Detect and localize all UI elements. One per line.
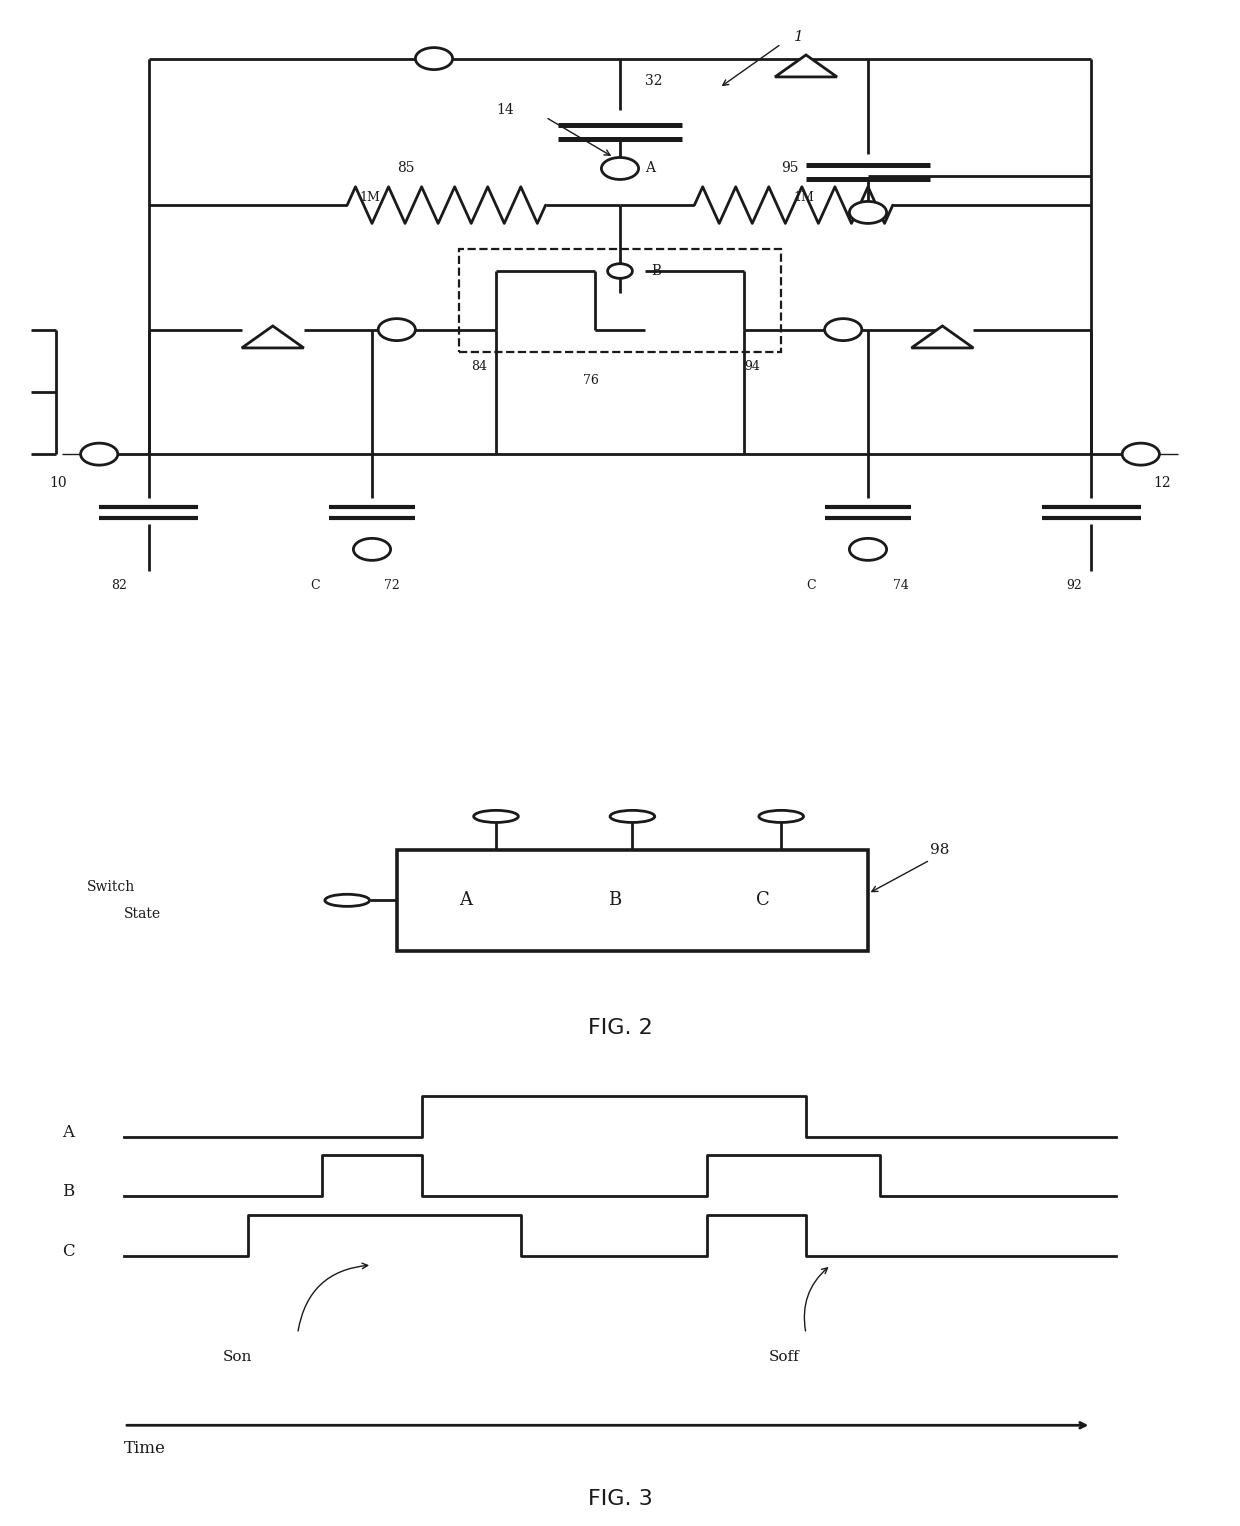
Text: FIG. 3: FIG. 3 [588,1488,652,1509]
Circle shape [601,157,639,180]
Text: 10: 10 [50,476,67,490]
Circle shape [81,443,118,465]
Text: FIG. 2: FIG. 2 [588,1018,652,1038]
Circle shape [378,319,415,340]
Circle shape [474,810,518,823]
Text: 84: 84 [471,360,487,372]
Bar [459,249,781,351]
Text: 82: 82 [112,580,128,592]
Text: 95: 95 [781,162,799,175]
Text: State: State [124,906,161,920]
Circle shape [759,810,804,823]
Text: B: B [62,1183,74,1201]
Text: C: C [756,891,770,909]
Circle shape [415,47,453,70]
Text: Time: Time [124,1439,166,1457]
Text: 1M: 1M [794,191,815,204]
Text: B: B [608,891,621,909]
Text: 85: 85 [397,162,414,175]
Text: Soff: Soff [769,1349,800,1364]
Text: Son: Son [223,1349,253,1364]
Text: 74: 74 [893,580,909,592]
Circle shape [353,539,391,560]
Bar [397,850,868,951]
Circle shape [849,539,887,560]
Text: 72: 72 [384,580,401,592]
Circle shape [825,319,862,340]
Text: Switch: Switch [87,881,135,894]
Text: 92: 92 [1066,580,1083,592]
Polygon shape [911,327,973,348]
Text: 94: 94 [744,360,760,372]
Polygon shape [242,327,304,348]
Text: 98: 98 [930,842,950,858]
Circle shape [849,201,887,223]
Text: A: A [645,162,655,175]
Polygon shape [775,55,837,76]
Text: C: C [806,580,816,592]
Circle shape [608,264,632,278]
Text: 76: 76 [583,374,599,388]
Text: 32: 32 [645,73,662,87]
Text: 14: 14 [496,102,513,118]
Text: A: A [62,1123,74,1141]
Circle shape [325,894,370,906]
Circle shape [610,810,655,823]
Text: 1M: 1M [360,191,381,204]
Text: C: C [310,580,320,592]
Text: 12: 12 [1153,476,1171,490]
Text: C: C [62,1242,74,1260]
Text: 1: 1 [794,29,804,44]
Text: B: B [651,264,661,278]
Circle shape [1122,443,1159,465]
Text: A: A [459,891,471,909]
